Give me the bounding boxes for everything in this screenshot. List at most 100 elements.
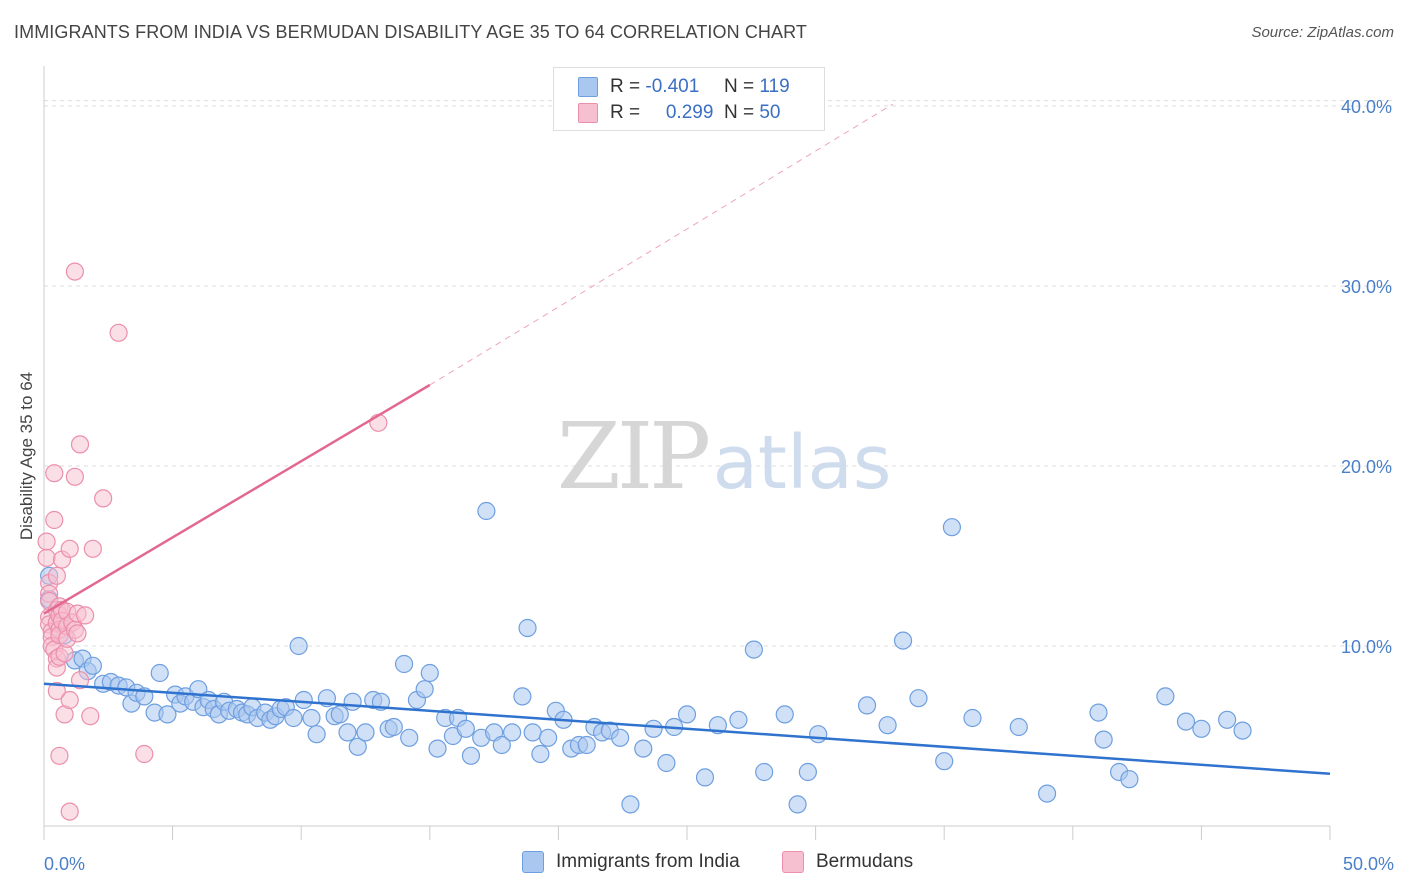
bermudan-point <box>70 435 90 454</box>
india-point <box>518 618 537 638</box>
india-point <box>1089 703 1108 722</box>
bermudan-point <box>83 539 102 558</box>
trend-lines <box>43 103 1331 776</box>
bermudan-point <box>76 606 95 625</box>
india-point <box>1233 721 1252 740</box>
india-point <box>963 708 982 728</box>
bottom-legend-bermudans: Bermudans <box>782 851 913 873</box>
bermudan-point <box>60 690 79 710</box>
india-point <box>539 728 558 747</box>
india-point <box>1156 687 1175 706</box>
bermudan-point <box>65 467 84 486</box>
y-tick-label: 40.0% <box>1341 97 1392 117</box>
india-point <box>338 723 357 742</box>
india-point <box>878 716 897 735</box>
tick-labels: 10.0% 20.0% 30.0% 40.0% 0.0% 50.0% <box>44 97 1394 874</box>
india-point <box>695 768 715 787</box>
india-point <box>788 795 807 814</box>
india-point <box>893 631 913 650</box>
bermudan-trend-extension <box>429 103 894 386</box>
india-point <box>307 725 326 744</box>
bermudan-point <box>135 744 154 764</box>
india-point <box>744 640 763 659</box>
india-point <box>284 708 303 728</box>
legend-n-label: N = <box>723 102 755 123</box>
bermudan-point <box>37 532 56 551</box>
india-point <box>330 705 349 724</box>
bermudan-point <box>50 746 69 765</box>
y-tick-label: 20.0% <box>1341 457 1392 477</box>
bermudan-points <box>37 262 388 821</box>
india-point <box>415 680 434 699</box>
bermudan-point <box>94 489 113 508</box>
bottom-legend-label-india: Immigrants from India <box>556 851 740 872</box>
bottom-legend-swatch-india <box>522 851 544 873</box>
watermark-atlas: atlas <box>713 420 892 506</box>
india-point <box>677 705 697 724</box>
y-tick-label: 10.0% <box>1341 637 1392 657</box>
bermudan-point <box>65 262 84 281</box>
india-point <box>729 710 748 729</box>
india-point <box>428 739 447 758</box>
india-point <box>798 762 817 782</box>
india-point <box>611 728 630 747</box>
india-point <box>456 719 475 738</box>
india-point <box>1094 730 1113 749</box>
axes <box>43 66 1331 840</box>
india-point <box>343 692 362 711</box>
india-point <box>1218 710 1237 729</box>
india-point <box>503 723 522 742</box>
india-point <box>1176 712 1196 731</box>
india-point <box>1037 784 1057 803</box>
india-point <box>634 739 653 758</box>
bottom-legend-label-bermudans: Bermudans <box>816 851 914 872</box>
bermudan-point <box>81 707 100 726</box>
india-point <box>348 737 367 756</box>
source-label: Source: ZipAtlas.com <box>1251 24 1394 41</box>
india-point <box>1192 719 1211 738</box>
bermudan-trend-line <box>43 383 431 615</box>
india-point <box>294 690 313 710</box>
india-point <box>775 705 794 724</box>
india-point <box>644 719 663 738</box>
india-point <box>577 735 596 755</box>
india-point <box>420 663 439 683</box>
india-point <box>384 717 403 737</box>
india-point <box>356 723 375 742</box>
india-point <box>935 752 954 771</box>
legend-r-value-bermudans: 0.299 <box>665 102 714 123</box>
india-trend-line <box>43 682 1331 776</box>
india-point <box>1120 770 1139 789</box>
bermudan-point <box>45 464 64 483</box>
india-points <box>40 501 1252 814</box>
legend-row-india: R = -0.401 N = 119 <box>578 75 790 99</box>
bottom-legend-india: Immigrants from India <box>522 851 740 873</box>
india-point <box>150 663 169 683</box>
india-point <box>492 735 511 755</box>
india-point <box>942 518 962 537</box>
india-point <box>461 746 481 765</box>
grid <box>44 100 1392 647</box>
india-point <box>657 753 676 773</box>
legend-swatch-bermudans <box>578 103 598 123</box>
legend-r-value-india: -0.401 <box>645 76 700 97</box>
india-point <box>158 705 177 724</box>
x-tick-label: 0.0% <box>44 854 85 874</box>
bottom-legend: Immigrants from India Bermudans <box>0 851 1406 879</box>
bermudan-point <box>70 671 90 690</box>
india-point <box>477 501 496 521</box>
india-point <box>513 687 532 706</box>
india-point <box>394 654 414 674</box>
india-point <box>289 636 308 656</box>
bermudan-point <box>47 681 66 701</box>
india-point <box>523 723 542 742</box>
y-axis-label: Disability Age 35 to 64 <box>17 372 36 540</box>
watermark: ZIP atlas <box>557 403 892 510</box>
bermudan-point <box>37 548 56 567</box>
legend-n-label: N = <box>723 76 755 97</box>
india-point <box>809 725 828 744</box>
legend-row-bermudans: R = 0.299 N = 50 <box>578 101 780 125</box>
legend-r-label: R = <box>610 102 641 123</box>
bermudan-point <box>68 624 87 643</box>
india-point <box>621 795 640 814</box>
